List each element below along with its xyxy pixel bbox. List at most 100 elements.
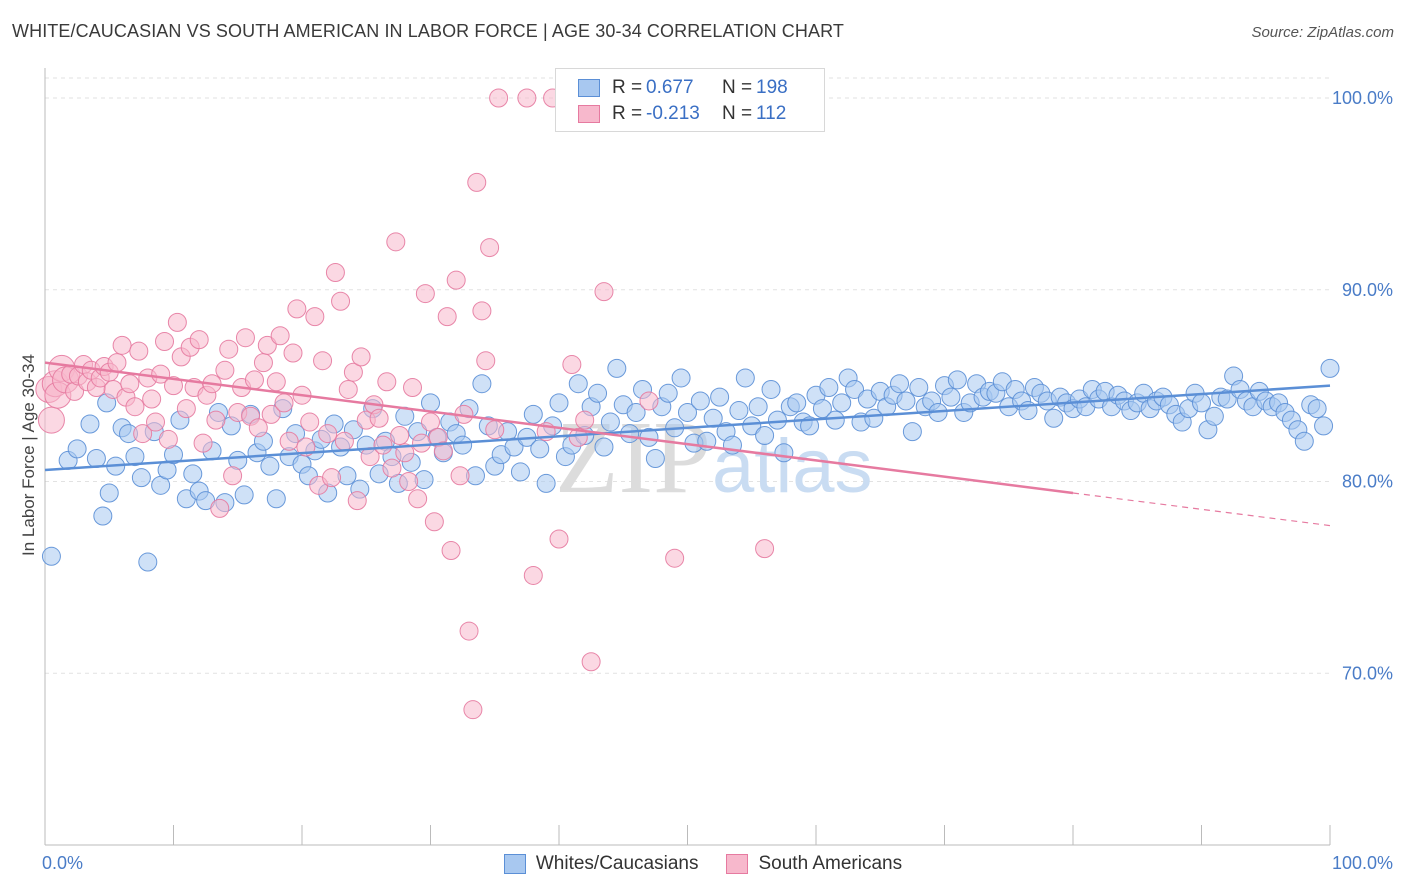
point-south-americans (270, 326, 290, 346)
point-whites (1307, 399, 1327, 419)
trend-line-extension (1072, 492, 1331, 527)
legend-n-label: N = (722, 77, 753, 98)
point-south-americans (472, 301, 492, 321)
point-south-americans (129, 341, 149, 361)
point-south-americans (164, 376, 183, 396)
point-whites (902, 422, 922, 442)
trend-line-whites (44, 384, 1331, 472)
point-south-americans (193, 433, 213, 453)
legend-item-whites[interactable]: Whites/Caucasians (503, 853, 699, 875)
y-tick-label: 80.0% (1342, 472, 1393, 492)
point-whites (774, 443, 794, 463)
point-whites (549, 393, 569, 413)
point-whites (530, 439, 550, 459)
point-whites (600, 412, 620, 432)
point-whites (125, 447, 145, 467)
point-south-americans (351, 347, 371, 367)
point-whites (568, 374, 588, 394)
point-whites (729, 401, 749, 421)
point-south-americans (549, 529, 569, 549)
point-whites (510, 462, 530, 482)
point-south-americans (235, 328, 255, 348)
point-whites (690, 391, 710, 411)
point-south-americans (594, 282, 614, 302)
point-south-americans (338, 379, 358, 399)
point-south-americans (347, 491, 367, 511)
point-whites (819, 378, 839, 398)
point-south-americans (476, 351, 496, 371)
point-south-americans (390, 425, 410, 445)
point-south-americans (581, 652, 601, 672)
point-south-americans (433, 441, 453, 461)
point-south-americans (424, 512, 444, 532)
legend-label-whites: Whites/Caucasians (535, 853, 699, 874)
legend-item-south-americans[interactable]: South Americans (726, 853, 902, 875)
point-whites (947, 370, 967, 390)
y-tick-label: 90.0% (1342, 280, 1393, 300)
point-south-americans (450, 466, 470, 486)
point-whites (812, 399, 832, 419)
point-south-americans (176, 399, 196, 419)
point-south-americans (459, 621, 479, 641)
point-south-americans (415, 284, 435, 304)
point-whites (742, 416, 762, 436)
legend-label-south-americans: South Americans (758, 853, 903, 874)
point-south-americans (322, 468, 342, 488)
point-whites (832, 393, 852, 413)
legend-r-label: R = (612, 77, 643, 98)
point-whites (93, 506, 113, 526)
point-south-americans (489, 88, 509, 108)
point-south-americans (665, 548, 685, 568)
point-south-americans (463, 700, 483, 720)
point-whites (1294, 431, 1314, 451)
point-south-americans (305, 307, 325, 327)
legend-swatch-south-americans (578, 105, 600, 123)
point-whites (138, 552, 158, 572)
point-south-americans (283, 343, 303, 363)
x-tick-labels: 0.0% 100.0% (42, 853, 1393, 873)
point-south-americans (158, 429, 178, 449)
point-south-americans (266, 372, 286, 392)
x-tick-label-max: 100.0% (1332, 853, 1393, 873)
point-whites (260, 456, 280, 476)
point-south-americans (274, 393, 294, 413)
point-south-americans (318, 424, 338, 444)
point-south-americans (403, 378, 423, 398)
point-south-americans (287, 299, 307, 319)
point-whites (896, 391, 916, 411)
point-south-americans (167, 312, 187, 332)
point-whites (626, 402, 646, 422)
point-whites (472, 374, 492, 394)
point-whites (909, 378, 929, 398)
series-legend: Whites/Caucasians South Americans (0, 852, 1406, 876)
legend-row-south-americans: R = -0.213 N = 112 (578, 102, 786, 126)
point-south-americans (408, 489, 428, 509)
y-tick-label: 100.0% (1332, 88, 1393, 108)
point-south-americans (377, 372, 397, 392)
legend-swatch-whites (503, 854, 526, 874)
point-south-americans (399, 472, 419, 491)
point-south-americans (517, 88, 537, 108)
axes (44, 68, 1331, 846)
point-south-americans (421, 412, 440, 432)
point-south-americans (446, 270, 466, 290)
point-whites (864, 408, 884, 428)
point-south-americans (112, 335, 132, 355)
point-whites (1217, 389, 1237, 409)
point-south-americans (313, 351, 333, 371)
point-whites (607, 358, 627, 378)
point-south-americans (300, 412, 320, 432)
legend-n-value-south-americans: 112 (756, 103, 787, 124)
point-south-americans (257, 335, 277, 355)
point-south-americans (386, 232, 406, 252)
point-south-americans (142, 389, 162, 409)
point-south-americans (155, 332, 175, 352)
point-whites (941, 387, 961, 407)
point-south-americans (334, 431, 354, 451)
point-south-americans (568, 427, 588, 447)
y-tick-labels: 70.0% 80.0% 90.0% 100.0% (1332, 88, 1393, 683)
point-south-americans (755, 539, 775, 559)
point-whites (588, 383, 608, 403)
point-south-americans (575, 410, 595, 430)
